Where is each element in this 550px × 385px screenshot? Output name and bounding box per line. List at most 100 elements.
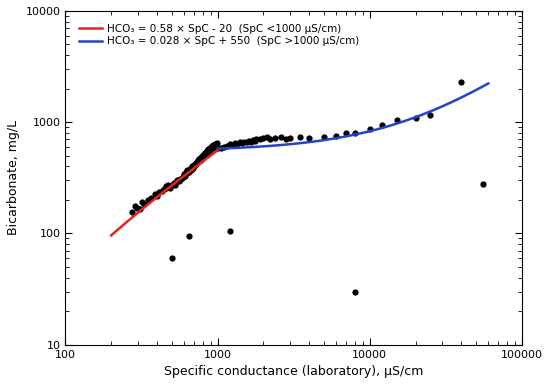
Point [211,145,220,151]
Point [207,144,216,150]
Point [193,159,202,166]
Point [212,140,221,146]
Point [185,233,194,239]
Point [244,138,253,144]
Point [202,149,211,155]
Point [136,206,145,212]
Point [207,146,216,152]
Point [186,166,195,172]
Point [230,140,239,146]
Point [205,147,213,153]
Point [210,142,218,148]
Point [205,146,213,152]
Point [199,152,207,159]
Point [242,139,251,145]
Point [281,136,290,142]
Point [262,134,271,141]
Point [194,157,202,163]
Point [164,182,173,189]
Point [185,166,194,172]
Point [206,146,214,152]
Point [167,255,176,261]
Point [197,154,206,160]
Point [190,162,199,168]
Point [216,145,225,151]
Point [191,162,200,168]
Point [196,157,205,163]
Point [184,168,192,174]
Point [177,175,186,181]
Point [351,288,360,295]
Point [193,158,202,164]
Point [198,153,207,159]
Point [196,155,205,161]
Point [166,185,175,191]
Point [186,164,195,171]
Point [377,122,386,128]
Point [265,136,274,142]
Point [199,154,208,160]
Point [180,171,189,177]
Point [204,146,213,152]
Point [226,141,234,147]
Point [176,176,185,182]
Point [186,167,195,173]
Point [179,172,188,178]
Point [189,164,197,171]
Point [212,141,221,147]
Point [151,191,160,198]
Point [161,183,170,189]
Point [201,150,210,156]
Point [246,139,255,145]
Point [130,203,139,209]
Point [202,148,211,154]
Point [194,157,203,163]
Point [233,141,242,147]
Point [195,156,204,162]
Point [208,143,217,149]
Point [222,143,231,149]
Point [342,130,351,136]
Point [205,147,214,153]
Point [191,160,200,166]
Point [199,152,208,158]
Point [213,146,222,152]
Point [206,147,214,153]
Point [256,136,265,142]
Point [174,178,183,184]
Point [208,142,217,148]
Point [178,174,187,180]
Point [228,142,236,148]
Point [189,162,198,168]
Point [183,167,191,173]
Point [240,139,249,145]
Point [206,145,215,151]
Point [140,201,148,207]
Point [252,136,261,142]
Point [200,152,208,158]
Point [248,137,257,143]
Point [219,144,228,150]
Point [168,182,177,189]
Point [138,199,147,206]
Point [276,134,285,141]
Point [207,145,216,151]
Point [195,158,204,164]
Point [192,159,201,165]
Point [184,169,193,175]
Point [202,149,211,156]
Point [296,134,305,141]
Point [182,170,191,176]
Point [197,154,206,161]
Point [144,197,152,203]
Point [305,135,314,141]
Point [192,161,201,167]
Point [172,179,180,185]
Point [200,152,209,158]
Point [162,185,170,191]
Point [209,142,218,149]
Point [332,133,340,139]
Point [190,161,199,167]
Point [271,135,280,141]
Point [157,188,166,194]
